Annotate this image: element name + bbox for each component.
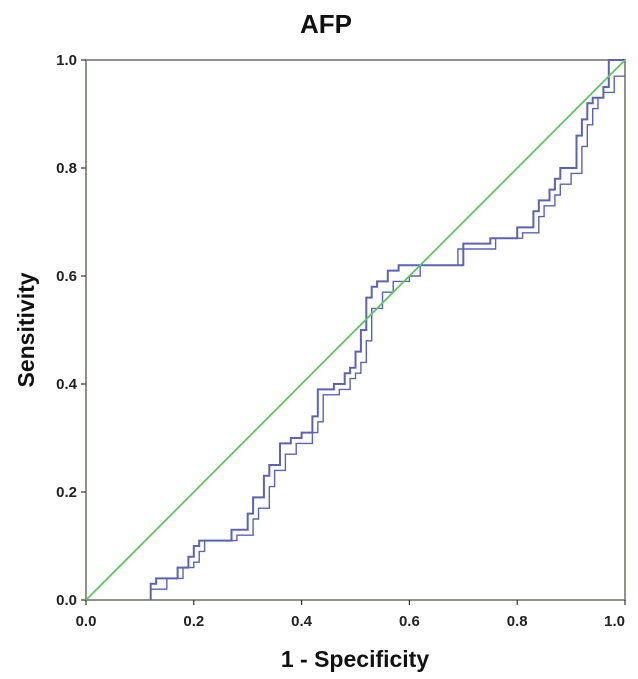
reference-line [85, 59, 626, 601]
x-tick-label: 1.0 [604, 613, 625, 630]
y-axis-label: Sensitivity [13, 272, 39, 387]
y-tick-label: 0.8 [56, 160, 77, 177]
x-tick-label: 0.8 [507, 613, 528, 630]
x-tick-label: 0.4 [291, 613, 313, 630]
x-axis-label: 1 - Specificity [281, 646, 429, 672]
x-tick-label: 0.6 [399, 613, 420, 630]
series-group [85, 59, 626, 601]
y-tick-label: 0.6 [56, 268, 77, 285]
x-tick-label: 0.0 [76, 613, 97, 630]
roc-curve-line-secondary [149, 75, 625, 600]
roc-curve-line [149, 59, 625, 600]
y-tick-label: 1.0 [56, 52, 77, 69]
y-tick-label: 0.4 [56, 376, 78, 393]
x-tick-label: 0.2 [183, 613, 204, 630]
y-tick-label: 0.2 [56, 484, 77, 501]
axis-ticks: 0.0 0.2 0.4 0.6 0.8 1.0 0.0 0.2 0.4 0.6 0.8 1.0 [56, 52, 626, 630]
y-tick-label: 0.0 [56, 592, 77, 609]
chart-title: AFP [300, 9, 352, 39]
